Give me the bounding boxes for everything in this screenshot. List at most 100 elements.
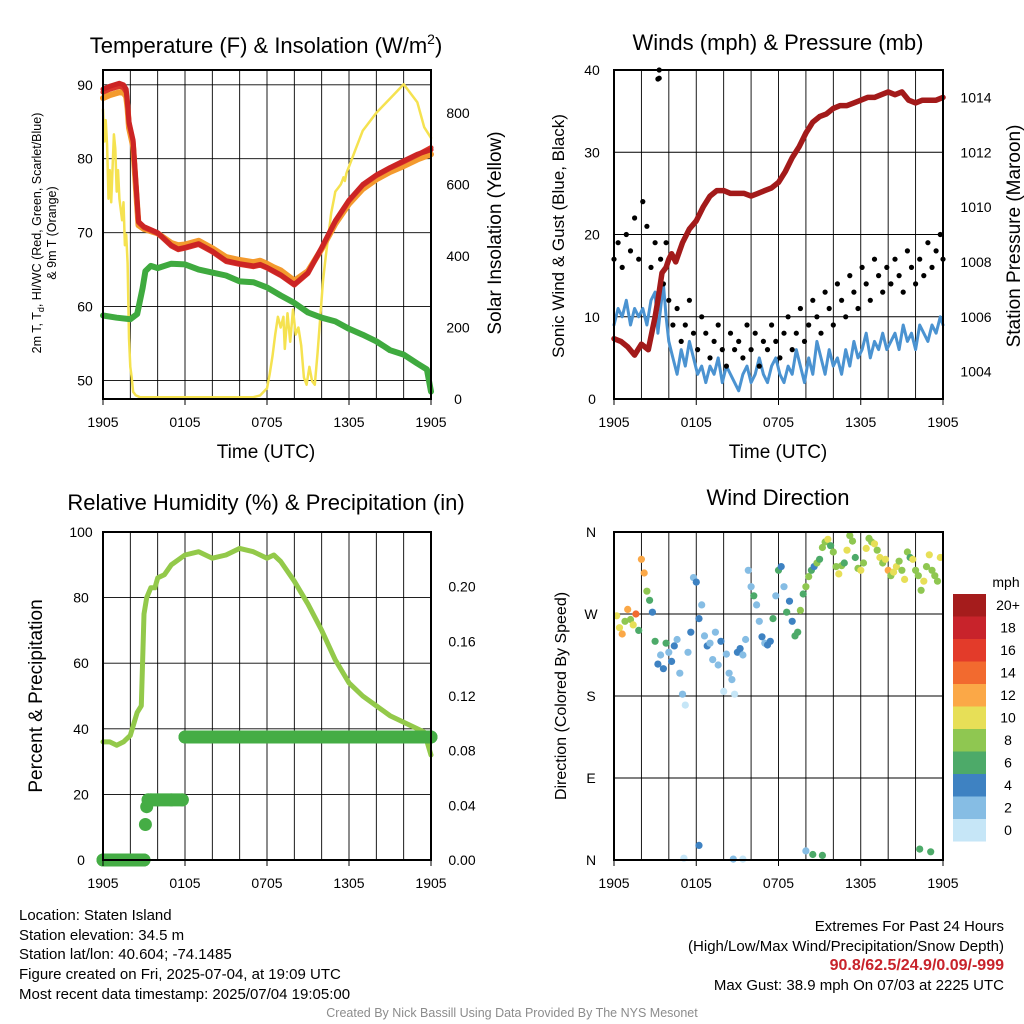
- gust-point: [892, 256, 898, 262]
- direction-point: [818, 543, 827, 552]
- precipitation-point: [138, 818, 152, 831]
- speed-legend-swatch: [953, 751, 986, 774]
- gust-point: [644, 223, 650, 229]
- solar-insolation-line: [101, 83, 433, 399]
- temperature-x-label: Time (UTC): [217, 442, 316, 463]
- direction-point: [670, 642, 678, 650]
- gust-point: [900, 289, 906, 295]
- direction-point: [742, 635, 750, 644]
- relative-humidity-line: [100, 545, 434, 758]
- sonic-wind-line: [612, 282, 945, 393]
- speed-legend-swatch: [953, 594, 986, 617]
- direction-point: [772, 592, 780, 600]
- direction-point: [692, 578, 700, 586]
- pressure-y-tick-label: 1014: [960, 89, 991, 105]
- direction-point: [890, 568, 898, 576]
- humidity-y-tick-label: 80: [73, 590, 89, 606]
- gust-point: [648, 264, 654, 270]
- direction-point: [722, 650, 731, 658]
- direction-point: [873, 546, 881, 554]
- direction-point: [711, 628, 720, 636]
- direction-point: [832, 563, 840, 571]
- direction-point: [925, 551, 933, 559]
- gust-point: [830, 322, 836, 328]
- direction-point: [780, 583, 788, 591]
- humidity-y-tick-label: 60: [73, 655, 89, 671]
- gust-point: [880, 289, 886, 295]
- gust-point: [917, 256, 923, 262]
- direction-chart-title: Wind Direction: [706, 485, 849, 510]
- gust-point: [839, 297, 845, 303]
- wind-y-tick-label: 40: [584, 62, 600, 78]
- direction-point: [857, 566, 865, 574]
- direction-y-label: Direction (Colored By Speed): [553, 592, 570, 800]
- direction-point: [648, 608, 657, 616]
- gust-point: [789, 347, 795, 353]
- direction-x-tick-label: 0705: [763, 875, 794, 891]
- direction-point: [618, 630, 626, 638]
- direction-point: [728, 676, 736, 684]
- extremes-block: Extremes For Past 24 Hours (High/Low/Max…: [688, 917, 1004, 996]
- gust-point: [632, 215, 638, 221]
- temperature-y-tick-label: 50: [77, 373, 93, 389]
- direction-point: [753, 601, 761, 609]
- temperature-x-tick-label: 1905: [87, 414, 118, 430]
- direction-point: [783, 608, 791, 616]
- speed-legend-swatch: [953, 819, 986, 842]
- gust-point: [908, 264, 915, 270]
- speed-legend-label: 20+: [996, 597, 1020, 613]
- speed-legend-swatch: [953, 684, 986, 707]
- direction-point: [678, 690, 687, 698]
- gust-point: [937, 231, 943, 238]
- station-latlon: Station lat/lon: 40.604; -74.1485: [19, 946, 232, 964]
- gust-point: [711, 338, 717, 344]
- gust-point: [748, 347, 754, 353]
- gust-point: [818, 330, 824, 336]
- direction-point: [720, 687, 728, 696]
- direction-point: [892, 563, 901, 571]
- direction-point: [805, 573, 813, 581]
- gust-point: [760, 338, 767, 344]
- direction-point: [632, 610, 640, 618]
- direction-point: [862, 544, 870, 553]
- insolation-y-tick-label: 0: [454, 391, 462, 407]
- direction-point: [809, 850, 817, 859]
- direction-point: [931, 572, 939, 580]
- dewpoint-line: [100, 260, 434, 395]
- gust-point: [822, 289, 828, 295]
- extremes-values: 90.8/62.5/24.9/0.09/-999: [829, 957, 1004, 975]
- direction-x-tick-label: 1305: [845, 875, 876, 891]
- speed-legend-swatch: [953, 796, 986, 819]
- direction-point: [909, 555, 917, 563]
- direction-point: [750, 592, 758, 600]
- speed-legend-label: 18: [1000, 620, 1016, 636]
- figure-created: Figure created on Fri, 2025-07-04, at 19…: [19, 966, 341, 984]
- gust-point: [781, 330, 787, 336]
- direction-point: [796, 606, 805, 615]
- direction-point: [927, 848, 935, 856]
- gust-point: [797, 305, 804, 312]
- direction-point: [621, 617, 629, 625]
- gust-point: [752, 330, 758, 336]
- gust-point: [619, 264, 625, 270]
- direction-point: [912, 566, 920, 574]
- speed-legend-label: 14: [1000, 665, 1016, 681]
- direction-point: [843, 546, 851, 554]
- gust-point: [719, 347, 725, 353]
- direction-point: [654, 660, 662, 668]
- direction-point: [840, 559, 848, 567]
- direction-point: [818, 851, 827, 860]
- gust-point: [707, 355, 713, 361]
- direction-point: [717, 637, 725, 645]
- gust-point: [867, 297, 873, 303]
- gust-point: [699, 314, 705, 320]
- station-elevation: Station elevation: 34.5 m: [19, 926, 185, 944]
- direction-point: [640, 569, 648, 577]
- direction-point: [755, 617, 763, 625]
- direction-point: [766, 637, 774, 645]
- speed-legend-swatch: [953, 661, 986, 684]
- direction-point: [859, 559, 868, 567]
- direction-point: [816, 555, 824, 563]
- direction-point: [769, 615, 777, 623]
- gust-point: [921, 273, 927, 279]
